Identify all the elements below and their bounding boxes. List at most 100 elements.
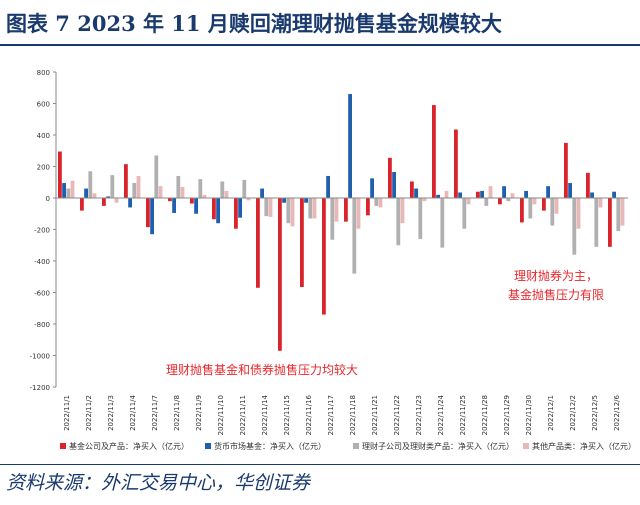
legend-swatch <box>205 443 211 449</box>
bar-s3 <box>528 198 533 219</box>
bar-s3 <box>594 198 599 247</box>
bar-s3 <box>330 198 335 240</box>
bar-s1 <box>102 198 106 206</box>
bar-s1 <box>190 198 194 204</box>
legend-swatch <box>523 443 529 449</box>
bar-s2 <box>194 198 198 214</box>
bar-s4 <box>576 198 581 229</box>
x-tick-label: 2022/11/14 <box>261 394 269 435</box>
x-tick-label: 2022/11/21 <box>371 395 379 435</box>
bar-s1 <box>366 198 370 216</box>
y-tick-label: 600 <box>37 101 50 109</box>
x-tick-label: 2022/11/25 <box>459 395 467 435</box>
x-tick-label: 2022/11/30 <box>525 395 533 435</box>
bar-s3 <box>110 175 115 198</box>
bar-s2 <box>370 178 374 198</box>
x-axis: 2022/11/1 2022/11/2 2022/11/3 2022/11/4 2022… <box>56 197 628 435</box>
bar-s2 <box>546 186 550 198</box>
source-note: 资料来源：外汇交易中心，华创证券 <box>6 472 311 494</box>
bar-s4 <box>114 198 119 203</box>
bar-s4 <box>532 198 537 205</box>
bar-s4 <box>224 190 229 198</box>
x-tick-label: 2022/11/18 <box>349 395 357 435</box>
bar-s1 <box>410 181 414 198</box>
legend-label: 其他产品类：净买入（亿元） <box>532 441 636 451</box>
x-tick-label: 2022/11/2 <box>85 395 93 431</box>
x-tick-label: 2022/11/11 <box>239 395 247 435</box>
x-tick-label: 2022/11/22 <box>393 395 401 435</box>
bar-s3 <box>132 183 137 198</box>
bar-s4 <box>510 193 515 198</box>
bar-s1 <box>58 151 62 198</box>
bar-s4 <box>554 198 559 214</box>
bar-s2 <box>150 198 154 235</box>
bar-s3 <box>418 198 423 239</box>
bar-s1 <box>476 191 480 198</box>
title-rule <box>0 44 640 46</box>
y-tick-label: -1000 <box>30 353 50 361</box>
bar-s2 <box>106 196 110 198</box>
x-tick-label: 2022/11/3 <box>107 395 115 431</box>
x-tick-label: 2022/11/8 <box>173 395 181 431</box>
bar-s4 <box>400 198 405 224</box>
x-tick-label: 2022/11/29 <box>503 395 511 435</box>
bar-s1 <box>542 198 546 211</box>
bar-s4 <box>246 198 251 201</box>
bar-s3 <box>176 175 181 198</box>
legend-label: 基金公司及产品：净买入（亿元） <box>69 441 189 451</box>
bar-s1 <box>388 157 392 198</box>
bar-s1 <box>520 198 524 223</box>
bar-s1 <box>300 198 304 287</box>
x-tick-label: 2022/11/24 <box>437 394 445 435</box>
bar-s3 <box>198 179 203 198</box>
y-tick-label: -800 <box>34 321 50 329</box>
y-tick-label: 400 <box>37 132 50 140</box>
y-tick-label: -400 <box>34 258 50 266</box>
bar-s3 <box>352 198 357 274</box>
x-tick-label: 2022/12/2 <box>569 395 577 431</box>
bar-s1 <box>454 129 458 198</box>
bar-s4 <box>598 198 603 208</box>
bar-s3 <box>550 198 555 226</box>
x-tick-label: 2022/12/5 <box>591 395 599 431</box>
x-tick-label: 2022/11/4 <box>129 394 137 430</box>
bar-s2 <box>480 190 484 198</box>
bar-s1 <box>212 198 216 220</box>
bar-s2 <box>458 192 462 198</box>
x-tick-label: 2022/12/6 <box>613 394 621 430</box>
annotation-right-line1: 理财抛券为主， <box>514 268 598 283</box>
bar-s2 <box>414 188 418 198</box>
footer-rule <box>0 464 640 465</box>
x-tick-label: 2022/11/17 <box>327 395 335 435</box>
x-tick-label: 2022/11/9 <box>195 395 203 431</box>
bar-s1 <box>278 198 282 351</box>
bar-s2 <box>172 198 176 213</box>
bar-s4 <box>180 186 185 198</box>
bar-s4 <box>202 194 207 198</box>
bar-s1 <box>498 198 502 205</box>
bar-s3 <box>506 198 511 202</box>
bar-s2 <box>84 188 88 198</box>
bar-s1 <box>608 198 612 247</box>
bar-s2 <box>282 198 286 203</box>
bar-s2 <box>524 190 528 198</box>
bar-s2 <box>590 192 594 198</box>
y-tick-label: 0 <box>46 195 50 203</box>
bar-s4 <box>444 190 449 198</box>
y-tick-label: -1200 <box>30 384 50 392</box>
bar-s3 <box>572 198 577 255</box>
bar-s1 <box>432 105 436 198</box>
bar-s4 <box>136 175 141 198</box>
bar-s2 <box>62 183 66 198</box>
bar-s4 <box>466 198 471 205</box>
figure-title: 图表 7 2023 年 11 月赎回潮理财抛售基金规模较大 <box>6 11 502 36</box>
bar-s2 <box>260 188 264 198</box>
annotation-right-line2: 基金抛售压力有限 <box>508 287 604 302</box>
bar-s3 <box>462 198 467 229</box>
bar-s4 <box>268 198 273 217</box>
bar-s4 <box>356 198 361 229</box>
legend-label: 理财子公司及理财类产品：净买入（亿元） <box>362 441 514 451</box>
bar-s2 <box>612 191 616 198</box>
bar-s1 <box>344 198 348 222</box>
x-tick-label: 2022/11/7 <box>151 395 159 431</box>
